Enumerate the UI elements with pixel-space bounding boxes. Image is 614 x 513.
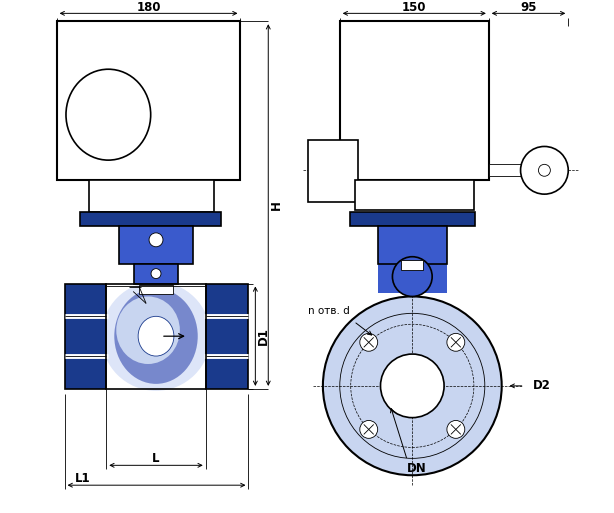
Circle shape — [521, 146, 568, 194]
Text: L1: L1 — [75, 472, 90, 485]
Circle shape — [447, 421, 465, 438]
Text: H: H — [270, 200, 282, 210]
Ellipse shape — [114, 288, 198, 384]
Ellipse shape — [116, 297, 180, 364]
Text: L: L — [152, 452, 160, 465]
Bar — [489, 164, 521, 176]
Circle shape — [447, 333, 465, 351]
Bar — [308, 141, 358, 202]
Circle shape — [151, 269, 161, 279]
Text: D2: D2 — [532, 379, 550, 392]
Ellipse shape — [138, 317, 174, 356]
Circle shape — [538, 164, 550, 176]
Ellipse shape — [66, 69, 150, 160]
Text: 180: 180 — [136, 1, 161, 14]
Text: n отв. d: n отв. d — [308, 306, 350, 317]
Ellipse shape — [101, 282, 211, 391]
Bar — [378, 264, 447, 293]
Bar — [56, 22, 241, 180]
Bar — [64, 284, 106, 389]
Circle shape — [323, 297, 502, 475]
Bar — [402, 260, 423, 270]
Bar — [106, 284, 206, 389]
Bar — [119, 226, 193, 264]
Bar — [139, 285, 173, 294]
Circle shape — [381, 354, 444, 418]
Bar — [206, 284, 249, 389]
Bar — [134, 264, 178, 284]
Bar — [340, 22, 489, 180]
Text: 150: 150 — [402, 1, 427, 14]
Text: DN: DN — [407, 462, 427, 475]
Circle shape — [392, 256, 432, 297]
Bar — [378, 226, 447, 264]
Text: D1: D1 — [257, 327, 270, 345]
Circle shape — [149, 233, 163, 247]
Circle shape — [360, 333, 378, 351]
Circle shape — [360, 421, 378, 438]
Bar — [80, 212, 220, 226]
Bar — [350, 212, 475, 226]
Text: 95: 95 — [520, 1, 537, 14]
Bar — [90, 180, 214, 212]
Bar — [355, 180, 474, 210]
